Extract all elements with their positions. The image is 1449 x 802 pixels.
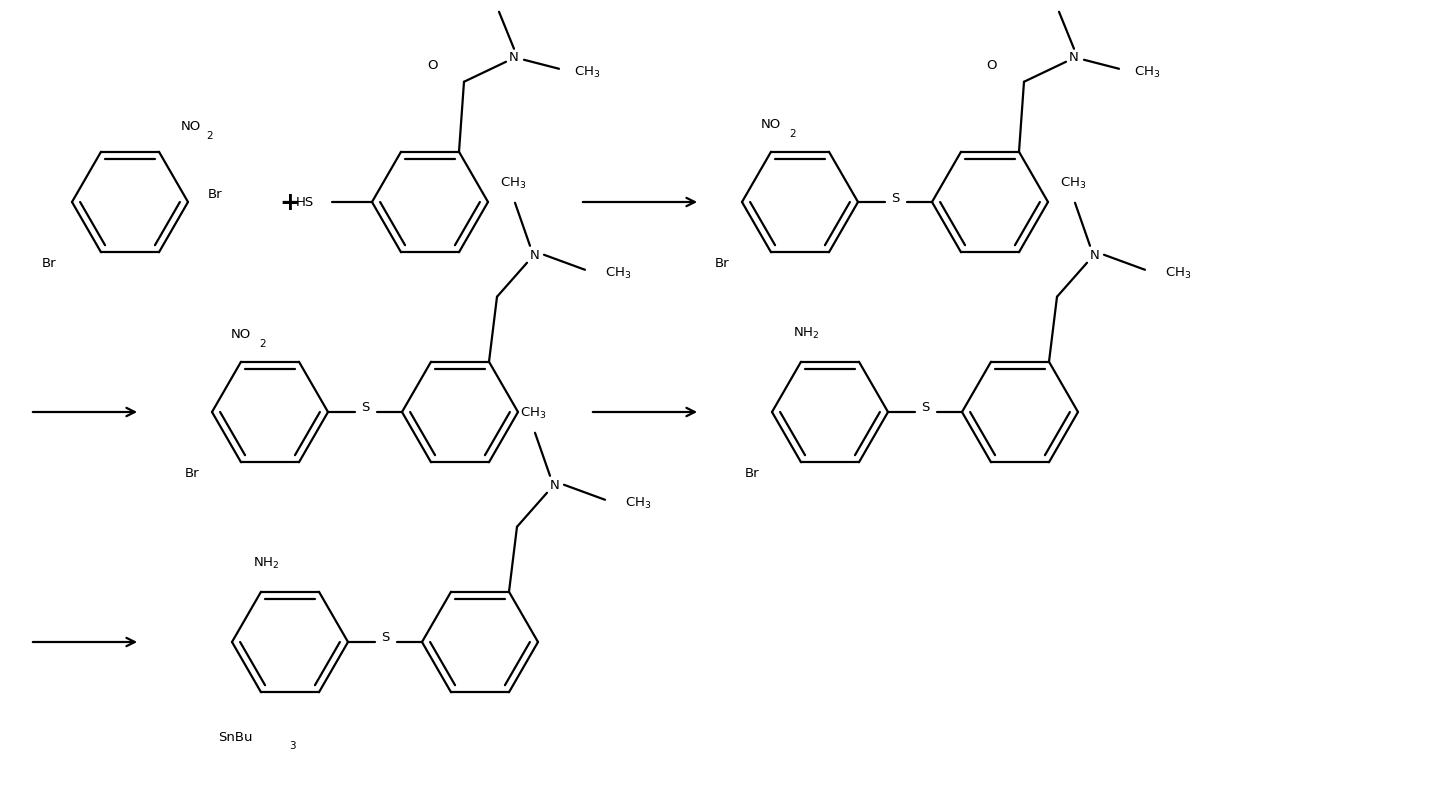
Text: S: S (361, 401, 369, 414)
Text: CH$_3$: CH$_3$ (574, 65, 600, 80)
Text: Br: Br (184, 466, 199, 479)
Text: S: S (891, 191, 900, 205)
Text: O: O (987, 59, 997, 72)
Text: 3: 3 (288, 740, 296, 751)
Text: NH$_2$: NH$_2$ (793, 326, 819, 340)
Text: CH$_3$: CH$_3$ (625, 496, 652, 511)
Text: CH$_3$: CH$_3$ (1059, 176, 1087, 191)
Text: NH$_2$: NH$_2$ (254, 555, 280, 570)
Text: N: N (551, 479, 559, 492)
Text: CH$_3$: CH$_3$ (1135, 65, 1161, 80)
Text: N: N (1069, 51, 1080, 64)
Text: CH$_3$: CH$_3$ (500, 176, 526, 191)
Text: N: N (1090, 249, 1100, 262)
Text: Br: Br (745, 466, 759, 479)
Text: 2: 2 (259, 338, 265, 348)
Text: CH$_3$: CH$_3$ (1165, 266, 1191, 281)
Text: CH$_3$: CH$_3$ (606, 266, 632, 281)
Text: +: + (280, 191, 300, 215)
Text: S: S (920, 401, 929, 414)
Text: Br: Br (42, 257, 57, 269)
Text: 2: 2 (790, 128, 796, 139)
Text: NO: NO (761, 118, 781, 131)
Text: N: N (530, 249, 540, 262)
Text: NO: NO (181, 119, 201, 132)
Text: Br: Br (714, 257, 729, 269)
Text: CH$_3$: CH$_3$ (520, 405, 546, 420)
Text: O: O (427, 59, 438, 72)
Text: 2: 2 (206, 131, 213, 140)
Text: SnBu: SnBu (219, 731, 254, 743)
Text: NO: NO (230, 327, 251, 340)
Text: S: S (381, 630, 390, 644)
Text: Br: Br (209, 188, 223, 201)
Text: N: N (509, 51, 519, 64)
Text: HS: HS (296, 196, 314, 209)
